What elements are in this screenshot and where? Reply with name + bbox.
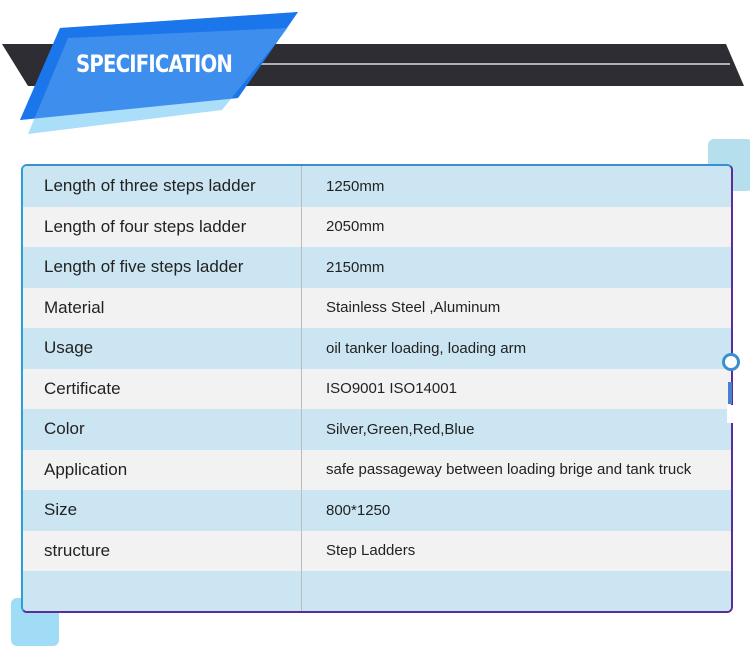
table-row: Color Silver,Green,Red,Blue [23, 409, 731, 450]
decor-circle [722, 353, 740, 371]
table-row: Length of five steps ladder 2150mm [23, 247, 731, 288]
spec-value: Silver,Green,Red,Blue [326, 420, 475, 438]
spec-value: 2150mm [326, 258, 385, 276]
header-banner [2, 12, 744, 134]
spec-label: Certificate [23, 368, 302, 409]
table-row: Size 800*1250 [23, 490, 731, 531]
spec-value: Stainless Steel ,Aluminum [326, 299, 501, 317]
spec-value: 2050mm [326, 218, 385, 236]
spec-value: 1250mm [326, 177, 385, 195]
decor-gap [727, 405, 735, 423]
spec-label: structure [23, 530, 302, 571]
spec-label: Length of four steps ladder [23, 206, 302, 247]
spec-value: Step Ladders [326, 542, 416, 560]
spec-label: Size [23, 490, 302, 531]
table-row: Application safe passageway between loadi… [23, 449, 731, 490]
spec-label: Length of five steps ladder [23, 247, 302, 288]
table-row: Length of three steps ladder 1250mm [23, 166, 731, 207]
table-row: Usage oil tanker loading, loading arm [23, 328, 731, 369]
spec-value: safe passageway between loading brige an… [326, 461, 692, 479]
spec-label: Usage [23, 328, 302, 369]
spec-value: ISO9001 ISO14001 [326, 380, 457, 398]
table-row: Length of four steps ladder 2050mm [23, 206, 731, 247]
spec-table: Length of three steps ladder 1250mm Length… [21, 164, 733, 613]
page-title: SPECIFICATION [76, 50, 233, 78]
spec-label [23, 571, 302, 611]
decor-bar [728, 382, 732, 404]
spec-label: Material [23, 287, 302, 328]
table-row: Material Stainless Steel ,Aluminum [23, 287, 731, 328]
table-row [23, 571, 731, 611]
spec-value: oil tanker loading, loading arm [326, 339, 527, 357]
table-row: Certificate ISO9001 ISO14001 [23, 368, 731, 409]
spec-value: 800*1250 [326, 501, 391, 519]
spec-label: Color [23, 409, 302, 450]
spec-label: Length of three steps ladder [23, 166, 302, 207]
spec-label: Application [23, 449, 302, 490]
table-row: structure Step Ladders [23, 530, 731, 571]
